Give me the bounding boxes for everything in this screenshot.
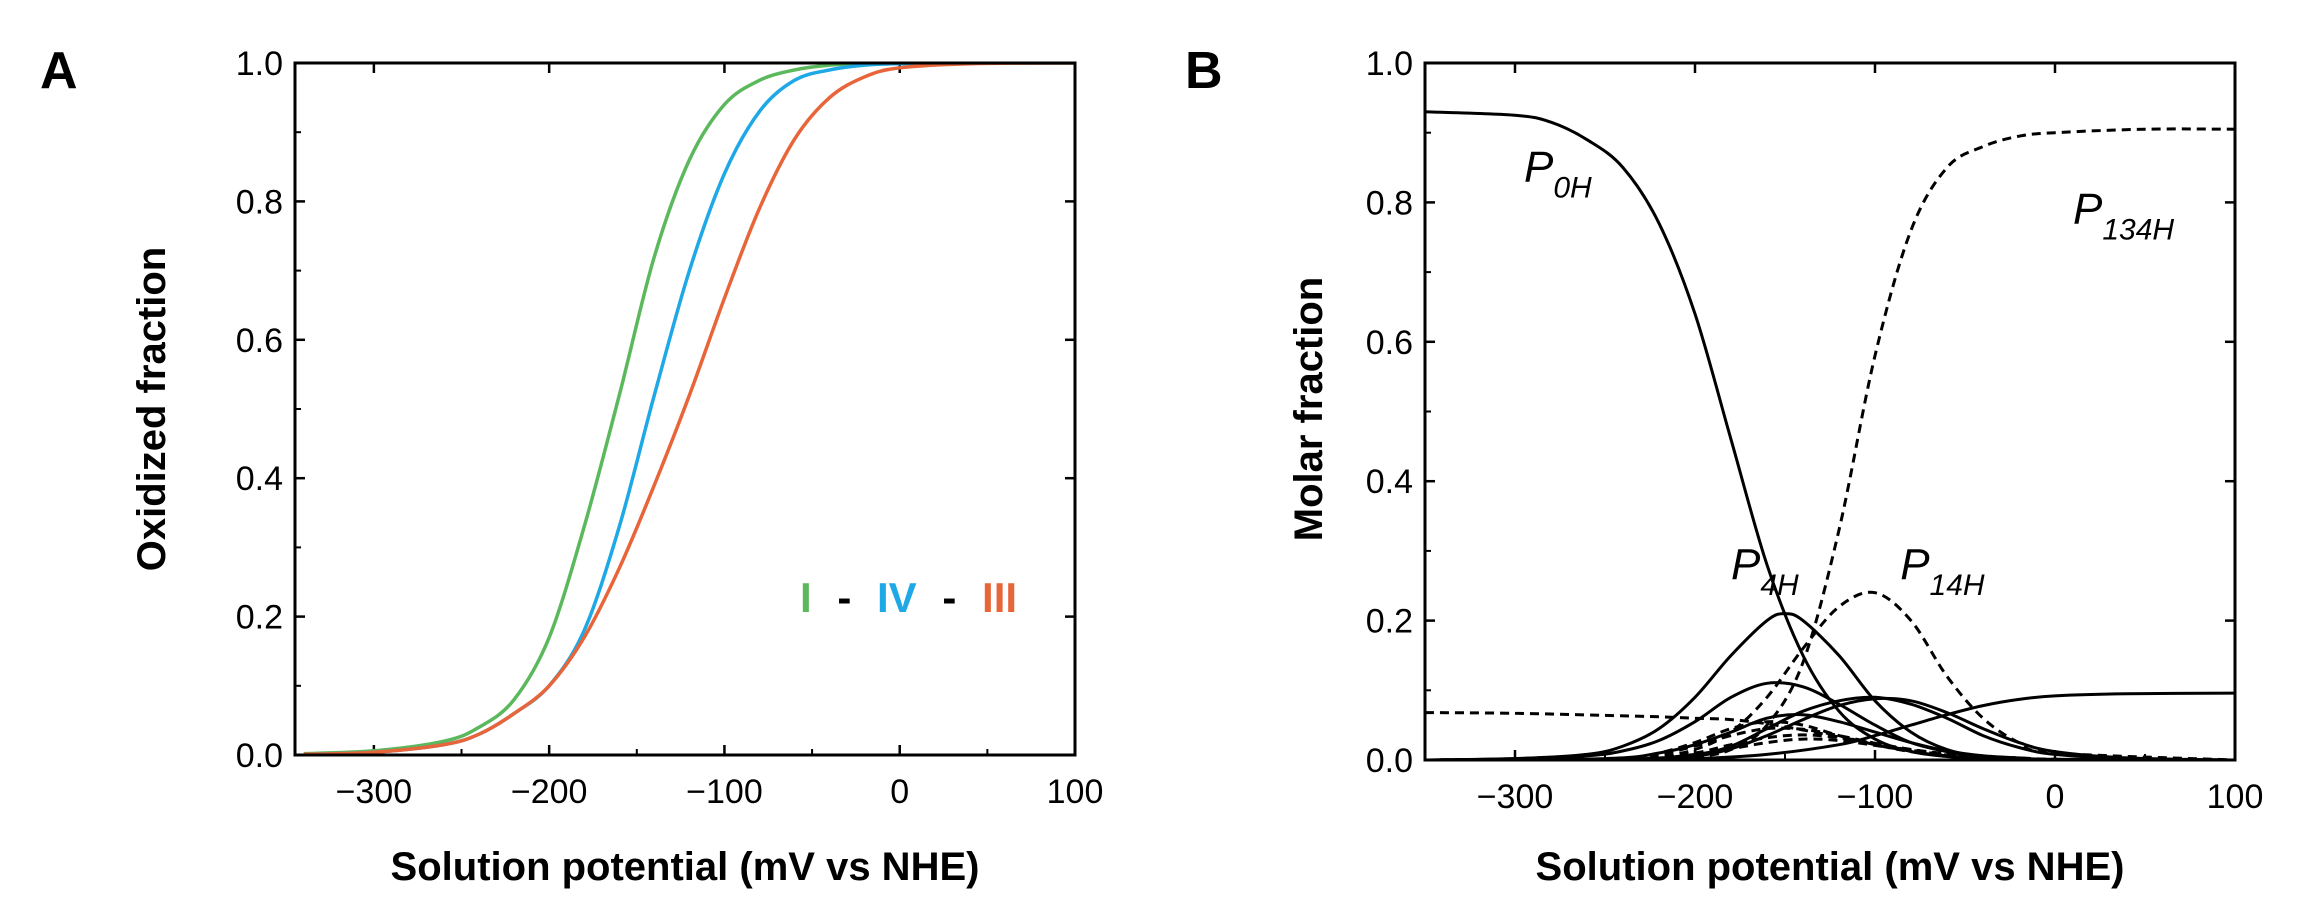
y-tick-label: 0.4	[1366, 463, 1413, 501]
panel-a-x-axis-label: Solution potential (mV vs NHE)	[391, 845, 980, 889]
panel-a: A −300 −200 −100 0 100 0.0 0.2 0.4 0.6 0.8 1.0 Sol…	[40, 42, 1103, 889]
panel-a-legend: I - IV - III	[800, 574, 1017, 621]
legend-item-iii: III	[982, 574, 1017, 621]
legend-item-iv: IV	[877, 574, 917, 621]
panel-b-ticks: −300 −200 −100 0 100 0.0 0.2 0.4 0.6 0.8 1.0	[1366, 45, 2264, 816]
series-line-7	[1425, 695, 2235, 760]
y-tick-label: 0.6	[236, 322, 283, 360]
legend-separator: -	[942, 574, 956, 621]
legend-item-i: I	[800, 574, 812, 621]
panel-b-series	[1425, 110, 2235, 760]
y-tick-label: 0.0	[1366, 742, 1413, 780]
panel-a-label: A	[40, 42, 78, 100]
species-label: P0H	[1524, 142, 1592, 204]
y-tick-label: 0.0	[236, 737, 283, 775]
x-tick-label: 0	[890, 773, 909, 811]
series-line-i	[303, 63, 1075, 755]
y-tick-label: 0.6	[1366, 324, 1413, 362]
x-tick-label: −100	[1837, 778, 1914, 816]
species-label-subscript: 14H	[1930, 569, 1985, 602]
panel-b: B −300 −200 −100 0 100 0.0 0.2 0.4 0.6 0.8 1.0 Sol…	[1185, 42, 2263, 889]
x-tick-label: 0	[2046, 778, 2065, 816]
panel-a-series	[303, 63, 1075, 755]
y-tick-label: 1.0	[1366, 45, 1413, 83]
y-tick-label: 0.4	[236, 460, 283, 498]
species-label: P4H	[1731, 540, 1799, 602]
panel-b-label: B	[1185, 42, 1223, 100]
y-tick-label: 0.8	[1366, 184, 1413, 222]
panel-b-plot-frame	[1423, 61, 2237, 762]
x-tick-label: −300	[336, 773, 413, 811]
species-label-subscript: 0H	[1553, 171, 1592, 204]
series-line-iv	[303, 63, 1075, 755]
species-label-main: P	[1524, 142, 1554, 191]
x-tick-label: −300	[1477, 778, 1554, 816]
species-label: P134H	[2073, 184, 2174, 246]
y-tick-label: 0.2	[236, 599, 283, 637]
species-label-main: P	[1731, 540, 1761, 589]
species-label-subscript: 134H	[2102, 213, 2174, 246]
panel-a-ticks: −300 −200 −100 0 100 0.0 0.2 0.4 0.6 0.8 1.0	[236, 45, 1104, 811]
legend-separator: -	[837, 574, 851, 621]
series-line-iii	[303, 63, 1075, 755]
panel-a-y-axis-label: Oxidized fraction	[130, 247, 174, 572]
species-label: P14H	[1900, 540, 1985, 602]
panel-b-y-axis-label: Molar fraction	[1287, 277, 1331, 541]
panel-b-x-axis-label: Solution potential (mV vs NHE)	[1536, 845, 2125, 889]
x-tick-label: −100	[686, 773, 763, 811]
y-tick-label: 0.8	[236, 183, 283, 221]
species-label-main: P	[1900, 540, 1930, 589]
species-label-subscript: 4H	[1760, 569, 1799, 602]
series-line-8	[1425, 696, 2235, 760]
y-tick-label: 0.2	[1366, 603, 1413, 641]
x-tick-label: 100	[1047, 773, 1104, 811]
series-line-p0h	[1425, 110, 2235, 760]
x-tick-label: −200	[511, 773, 588, 811]
panel-a-plot-frame	[293, 61, 1077, 757]
x-tick-label: −200	[1657, 778, 1734, 816]
species-label-main: P	[2073, 184, 2103, 233]
y-tick-label: 1.0	[236, 45, 283, 83]
x-tick-label: 100	[2207, 778, 2264, 816]
